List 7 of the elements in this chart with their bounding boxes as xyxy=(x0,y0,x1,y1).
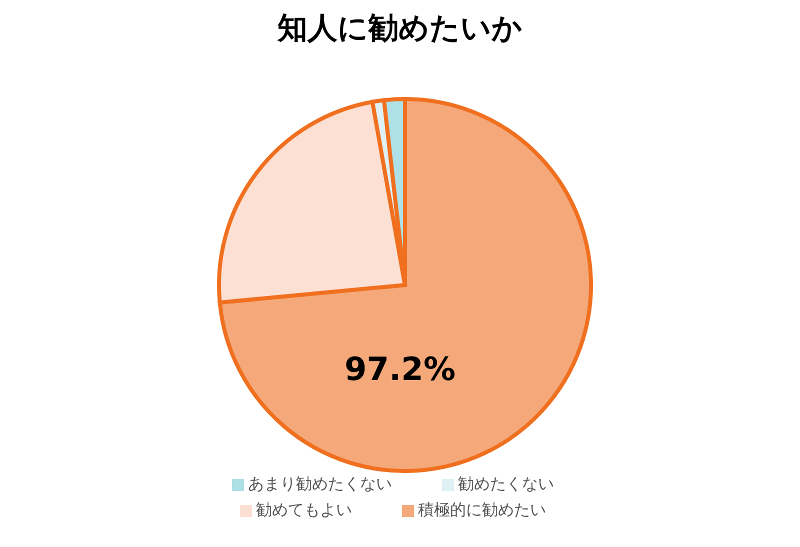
legend-label: 勧めてもよい xyxy=(256,500,352,519)
legend-label: 勧めたくない xyxy=(458,474,554,493)
legend-label: あまり勧めたくない xyxy=(248,474,392,493)
chart-title: 知人に勧めたいか xyxy=(276,10,524,48)
text: 97.2% xyxy=(343,350,456,388)
legend-label: 積極的に勧めたい xyxy=(418,500,546,519)
pie-slice xyxy=(218,97,593,473)
